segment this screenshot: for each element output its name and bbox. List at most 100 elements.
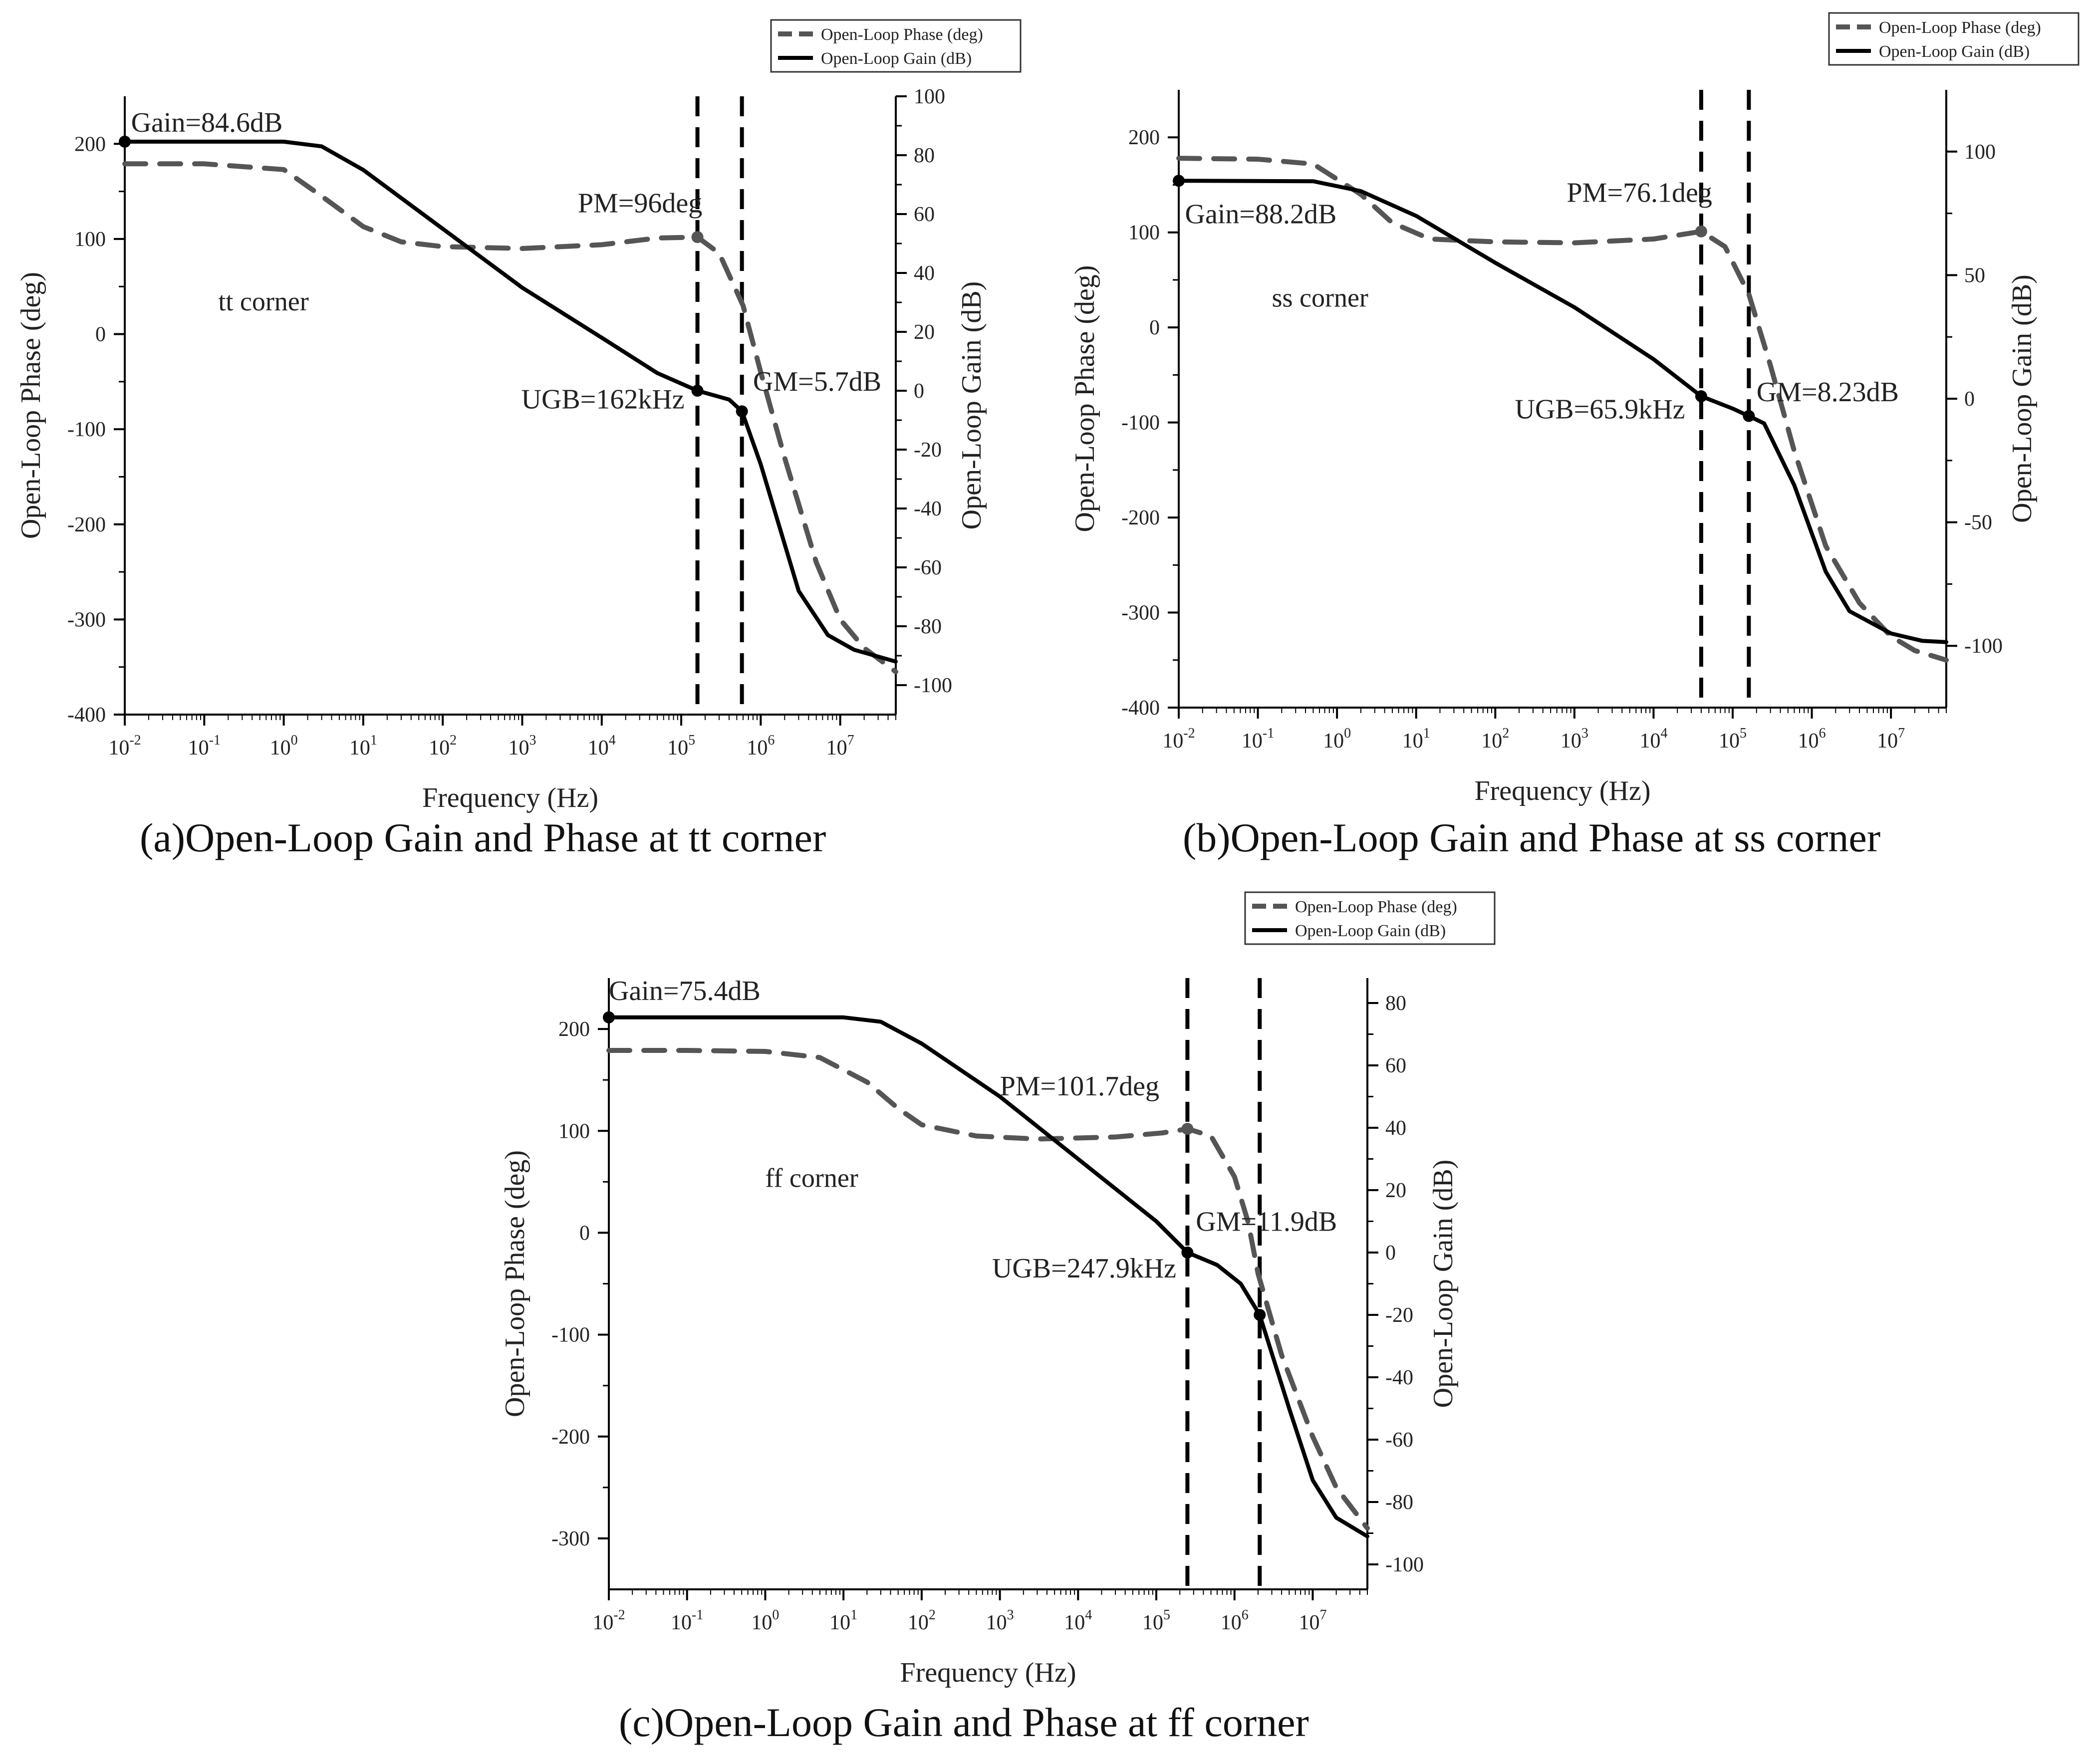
- x-tick-label: 100: [751, 1607, 779, 1634]
- x-tick-label: 101: [829, 1607, 857, 1634]
- x-tick-label: 102: [429, 733, 457, 759]
- data-point-marker: [1695, 390, 1707, 403]
- gain-series-line: [123, 139, 898, 664]
- y-left-tick-label: -300: [1121, 602, 1160, 625]
- x-tick-label: 102: [908, 1607, 936, 1634]
- x-tick-label: 10-1: [188, 733, 221, 759]
- gain-series-line: [607, 1015, 1369, 1538]
- annotation-label: PM=76.1deg: [1567, 178, 1712, 209]
- legend-gain-label: Open-Loop Gain (dB): [1879, 42, 2030, 61]
- legend-box: [1828, 12, 2080, 66]
- x-axis-label: Frequency (Hz): [422, 782, 598, 813]
- legend-box: [1244, 891, 1496, 945]
- gain-series-line: [1177, 179, 1948, 644]
- annotation-label: UGB=162kHz: [521, 384, 685, 415]
- y-left-tick-label: 200: [1128, 126, 1160, 149]
- y-right-tick-label: -40: [914, 498, 942, 520]
- caption-b: (b)Open-Loop Gain and Phase at ss corner: [1183, 815, 1881, 860]
- legend-phase-label: Open-Loop Phase (deg): [1879, 18, 2041, 37]
- data-point-marker: [736, 405, 748, 418]
- y-left-tick-label: -200: [67, 513, 106, 536]
- y-left-tick-label: -400: [1121, 697, 1160, 720]
- x-tick-label: 103: [1561, 726, 1588, 753]
- x-tick-label: 101: [349, 733, 377, 759]
- y-left-tick-label: -300: [67, 608, 106, 631]
- y-left-tick-label: -100: [551, 1324, 590, 1347]
- y-right-tick-label: -50: [1964, 511, 1992, 534]
- y-right-tick-label: 50: [1964, 264, 1985, 287]
- annotation-label: UGB=247.9kHz: [992, 1253, 1176, 1284]
- phase-series-line: [606, 1048, 1370, 1531]
- x-tick-label: 103: [508, 733, 536, 759]
- y-left-tick-label: 200: [558, 1018, 590, 1041]
- data-point-marker: [1743, 410, 1755, 422]
- y-right-tick-label: -100: [1964, 635, 2003, 658]
- x-tick-label: 102: [1481, 726, 1509, 753]
- x-tick-label: 104: [588, 733, 616, 759]
- data-point-marker: [603, 1011, 615, 1023]
- y-right-tick-label: 60: [1385, 1054, 1406, 1077]
- x-tick-label: 105: [1719, 726, 1747, 753]
- data-point-marker: [1173, 175, 1185, 187]
- annotation-label: PM=101.7deg: [1000, 1071, 1159, 1102]
- x-tick-label: 105: [1142, 1607, 1170, 1634]
- annotation-label: GM=11.9dB: [1196, 1206, 1337, 1237]
- legend-box: [770, 19, 1022, 73]
- y-right-tick-label: 40: [1385, 1117, 1406, 1140]
- data-point-marker: [1181, 1123, 1194, 1135]
- corner-label: ss corner: [1272, 282, 1368, 312]
- y-left-tick-label: 0: [95, 323, 106, 346]
- y-right-tick-label: -20: [914, 439, 942, 462]
- y-right-tick-label: -60: [1385, 1429, 1413, 1452]
- y-right-tick-label: -100: [1385, 1553, 1424, 1576]
- x-tick-label: 10-1: [1242, 726, 1274, 753]
- corner-label: tt corner: [218, 286, 308, 316]
- x-tick-label: 10-2: [108, 733, 141, 759]
- y-right-tick-label: 80: [1385, 992, 1406, 1015]
- data-point-marker: [1695, 225, 1707, 238]
- x-tick-label: 100: [270, 733, 298, 759]
- y-right-axis-label: Open-Loop Gain (dB): [956, 281, 987, 530]
- y-right-tick-label: 60: [914, 203, 935, 226]
- y-left-tick-label: 100: [558, 1120, 590, 1143]
- data-point-marker: [691, 231, 704, 244]
- y-right-tick-label: 0: [1385, 1242, 1396, 1264]
- x-tick-label: 106: [747, 733, 775, 759]
- y-left-axis-label: Open-Loop Phase (deg): [500, 1150, 530, 1417]
- x-tick-label: 10-2: [592, 1607, 625, 1634]
- x-tick-label: 105: [667, 733, 695, 759]
- y-left-tick-label: 100: [1128, 222, 1160, 245]
- y-right-tick-label: 20: [1385, 1179, 1406, 1202]
- x-tick-label: 101: [1402, 726, 1430, 753]
- legend-phase-label: Open-Loop Phase (deg): [1295, 898, 1457, 916]
- data-point-marker: [1181, 1247, 1194, 1259]
- y-left-tick-label: -400: [67, 704, 106, 727]
- corner-label: ff corner: [765, 1163, 858, 1193]
- y-right-axis-label: Open-Loop Gain (dB): [1428, 1160, 1459, 1408]
- data-point-marker: [1254, 1309, 1266, 1321]
- y-left-axis-label: Open-Loop Phase (deg): [15, 272, 46, 539]
- legend-gain-label: Open-Loop Gain (dB): [821, 49, 972, 68]
- y-left-tick-label: -100: [1121, 412, 1160, 435]
- y-right-tick-label: -80: [914, 615, 942, 638]
- y-right-tick-label: -40: [1385, 1366, 1413, 1389]
- x-tick-label: 106: [1221, 1607, 1249, 1634]
- x-axis-label: Frequency (Hz): [1475, 775, 1651, 806]
- annotation-label: Gain=88.2dB: [1185, 199, 1337, 230]
- x-tick-label: 100: [1323, 726, 1351, 753]
- annotation-label: GM=5.7dB: [753, 366, 881, 397]
- x-tick-label: 104: [1064, 1607, 1092, 1634]
- y-right-tick-label: 0: [914, 380, 924, 403]
- x-tick-label: 10-1: [671, 1607, 703, 1634]
- y-left-tick-label: -200: [551, 1426, 590, 1449]
- annotation-label: GM=8.23dB: [1757, 377, 1899, 408]
- x-tick-label: 107: [1877, 726, 1905, 753]
- caption-a: (a)Open-Loop Gain and Phase at tt corner: [140, 815, 826, 860]
- y-left-tick-label: -300: [551, 1527, 590, 1550]
- x-tick-label: 107: [1299, 1607, 1326, 1634]
- y-left-tick-label: 200: [74, 133, 106, 156]
- x-axis-label: Frequency (Hz): [900, 1657, 1076, 1688]
